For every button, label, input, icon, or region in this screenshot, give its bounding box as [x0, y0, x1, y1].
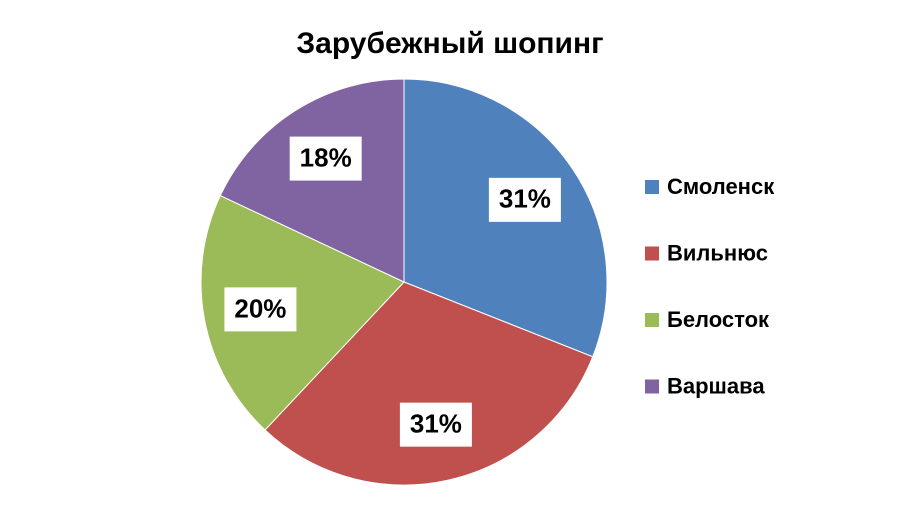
- data-label-box: [488, 177, 561, 222]
- legend-swatch: [645, 180, 659, 194]
- chart-title: Зарубежный шопинг: [296, 27, 603, 60]
- data-label-box: [289, 136, 362, 181]
- data-label: 20%: [234, 293, 286, 323]
- legend-label: Варшава: [667, 373, 765, 398]
- legend-swatch: [645, 246, 659, 261]
- pie-slice: [264, 281, 594, 486]
- data-label: 31%: [410, 409, 462, 439]
- legend-label: Смоленск: [667, 174, 775, 199]
- legend-swatch: [645, 313, 659, 327]
- data-label-box: [224, 287, 297, 332]
- pie-slice: [200, 194, 405, 431]
- data-label: 31%: [499, 184, 551, 214]
- legend-label: Вильнюс: [667, 240, 768, 265]
- legend-swatch: [645, 379, 659, 394]
- legend-label: Белосток: [667, 307, 770, 332]
- data-label: 18%: [300, 142, 352, 172]
- data-label-box: [399, 402, 472, 447]
